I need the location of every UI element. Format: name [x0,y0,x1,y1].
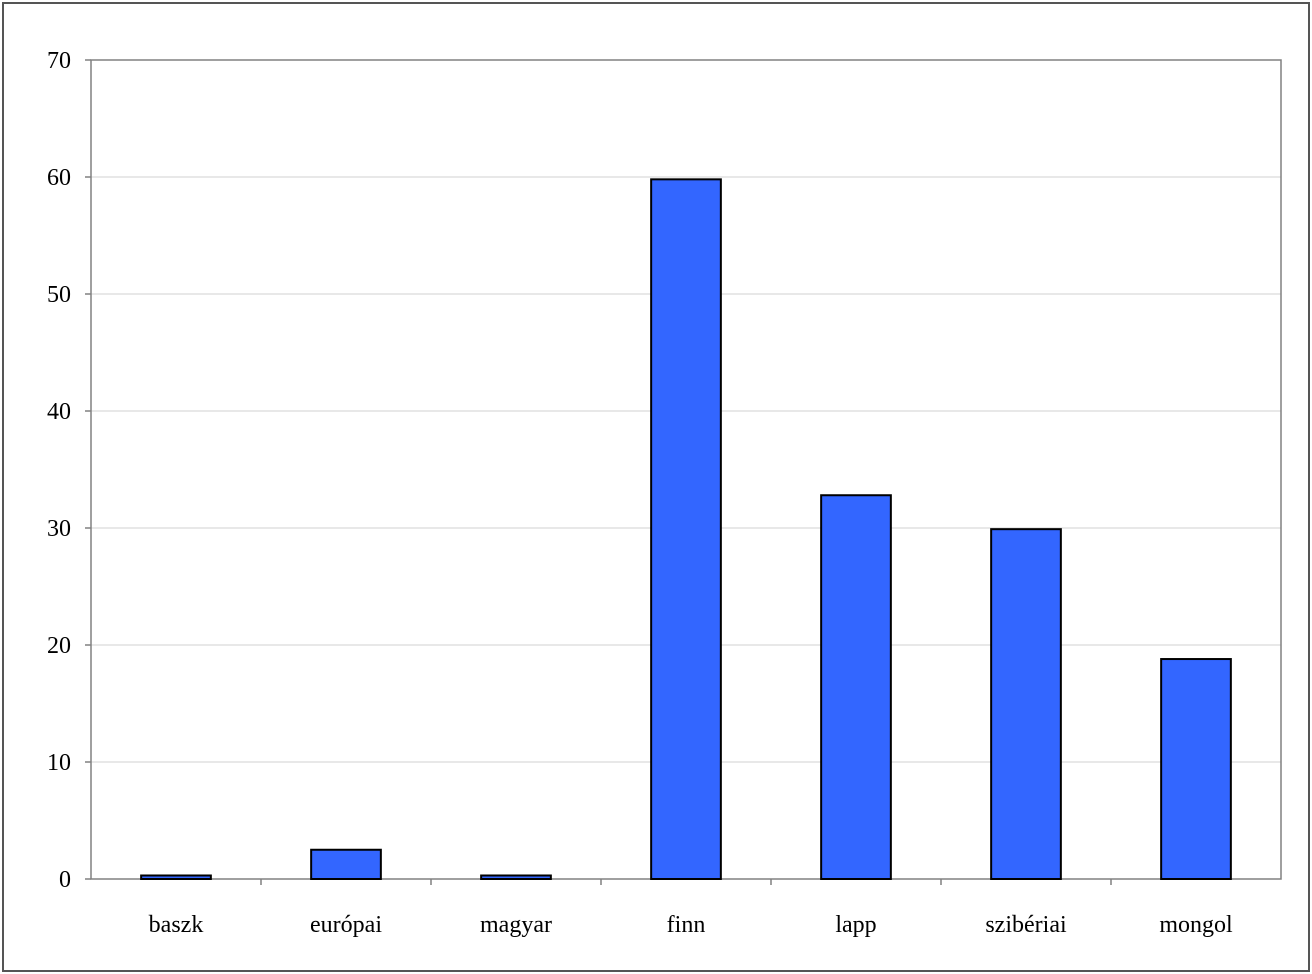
x-tick-label: finn [667,912,706,938]
y-tick-label: 60 [47,165,71,191]
y-tick-label: 20 [47,633,71,659]
y-tick-label: 10 [47,750,71,776]
x-tick-label: mongol [1159,912,1233,938]
y-tick-label: 0 [59,867,71,893]
y-axis-ticks: 0 10 20 30 40 50 60 70 [47,48,91,893]
y-tick-label: 70 [47,48,71,74]
x-tick-label: magyar [480,912,552,938]
x-tick-label: baszk [149,912,204,938]
x-axis-ticks: baszk európai magyar finn lapp szibériai mongo… [149,879,1233,938]
x-tick-label: európai [310,912,382,938]
y-tick-label: 30 [47,516,71,542]
bar-mongol [1160,658,1232,880]
x-tick-label: lapp [835,912,876,938]
bar-finn [650,178,722,880]
bar-baszk [140,874,212,880]
bar-szibériai [990,528,1062,880]
bar-lapp [820,494,892,880]
bar-európai [310,848,382,880]
x-tick-label: szibériai [985,912,1067,938]
y-tick-label: 50 [47,282,71,308]
bars [140,178,1232,880]
bar-magyar [480,874,552,880]
y-tick-label: 40 [47,399,71,425]
